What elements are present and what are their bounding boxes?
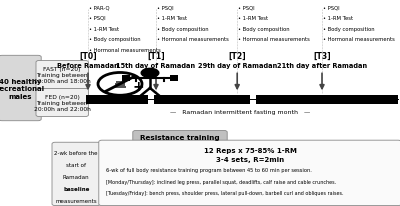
Text: FAST (n=20)
Training between
16:00h and 18:00h: FAST (n=20) Training between 16:00h and … [34, 67, 90, 84]
Text: —   Ramadan intermittent fasting month   —: — Ramadan intermittent fasting month — [170, 110, 310, 115]
Text: • Hormonal measurements: • Hormonal measurements [89, 48, 161, 53]
Text: • PSQI: • PSQI [157, 5, 174, 10]
Text: 21th day after Ramadan: 21th day after Ramadan [277, 63, 367, 69]
Text: • PSQI: • PSQI [238, 5, 255, 10]
Text: [T1]: [T1] [147, 51, 165, 60]
Text: 15th day of Ramadan: 15th day of Ramadan [116, 63, 196, 69]
FancyBboxPatch shape [52, 143, 100, 206]
Text: measurements: measurements [55, 198, 97, 203]
Bar [256, 95, 398, 104]
Bar [126, 75, 130, 81]
Bar [154, 95, 250, 104]
Text: • PSQI: • PSQI [89, 16, 106, 21]
FancyBboxPatch shape [99, 140, 400, 206]
Text: 12 Reps x 75-85% 1-RM: 12 Reps x 75-85% 1-RM [204, 147, 296, 153]
Text: Resistance training: Resistance training [140, 135, 220, 141]
Text: • Body composition: • Body composition [157, 27, 209, 32]
Text: 2-wk before the: 2-wk before the [54, 150, 98, 155]
Bar [86, 95, 148, 104]
Text: FED (n=20)
Training between
20:00h and 22:00h: FED (n=20) Training between 20:00h and 2… [34, 94, 91, 112]
Text: • PSQI: • PSQI [323, 5, 340, 10]
Text: • Body composition: • Body composition [238, 27, 290, 32]
Text: • Hormonal measurements: • Hormonal measurements [323, 37, 395, 42]
Text: [Tuesday/Friday]: bench press, shoulder press, lateral pull-down, barbell curl a: [Tuesday/Friday]: bench press, shoulder … [106, 190, 344, 195]
Text: • Body composition: • Body composition [323, 27, 375, 32]
Text: • Hormonal measurements: • Hormonal measurements [157, 37, 229, 42]
Text: [T3]: [T3] [313, 51, 331, 60]
Text: • Hormonal measurements: • Hormonal measurements [238, 37, 310, 42]
Text: • 1-RM Test: • 1-RM Test [157, 16, 187, 21]
Text: 40 healthy
recreational
males: 40 healthy recreational males [0, 78, 44, 99]
Text: 6-wk of full body resistance training program between 45 to 60 min per session.: 6-wk of full body resistance training pr… [106, 167, 312, 172]
FancyBboxPatch shape [133, 131, 227, 145]
Text: • PAR-Q: • PAR-Q [89, 5, 110, 10]
FancyBboxPatch shape [36, 61, 88, 89]
FancyBboxPatch shape [36, 89, 88, 117]
Text: • Body composition: • Body composition [89, 37, 141, 42]
Text: • 1-RM Test: • 1-RM Test [323, 16, 353, 21]
Bar [114, 87, 126, 89]
FancyBboxPatch shape [0, 56, 41, 121]
Text: Before Ramadan: Before Ramadan [57, 63, 119, 69]
Text: • 1-RM Test: • 1-RM Test [89, 27, 119, 32]
Text: baseline: baseline [63, 186, 89, 191]
Bar [170, 75, 174, 81]
Text: • 1-RM Test: • 1-RM Test [238, 16, 268, 21]
Text: Ramadan: Ramadan [63, 174, 90, 179]
Bar [115, 84, 125, 86]
Bar [116, 81, 124, 83]
Text: 29th day of Ramadan: 29th day of Ramadan [198, 63, 277, 69]
Text: start of: start of [66, 162, 86, 167]
Circle shape [141, 69, 159, 78]
Bar [174, 75, 178, 81]
Text: [Monday/Thursday]: inclined leg press, parallel squat, deadlifts, calf raise and: [Monday/Thursday]: inclined leg press, p… [106, 179, 336, 184]
Text: [T2]: [T2] [228, 51, 246, 60]
Text: +: + [132, 80, 144, 94]
Bar [122, 75, 126, 81]
Text: [T0]: [T0] [79, 51, 97, 60]
Text: 3-4 sets, R=2min: 3-4 sets, R=2min [216, 157, 284, 162]
